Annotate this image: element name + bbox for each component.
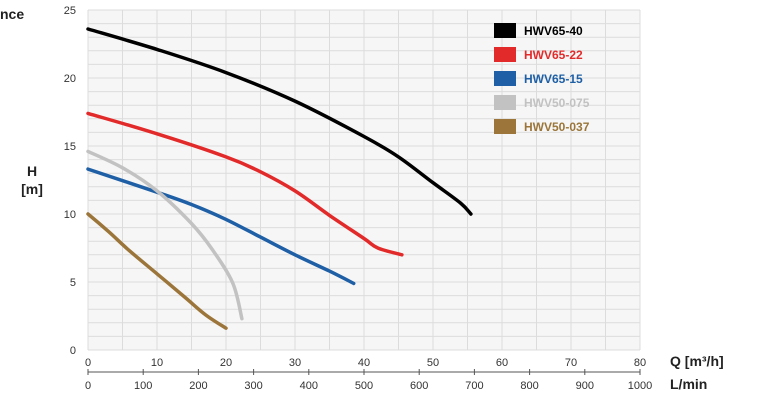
y-axis-label: H	[27, 163, 37, 179]
x2-tick-label: 200	[189, 380, 207, 392]
legend-label-hwv65-15: HWV65-15	[524, 72, 583, 86]
series-line-hwv50-075	[86, 149, 244, 321]
legend-label-hwv50-075: HWV50-075	[524, 96, 590, 110]
x2-tick-label: 700	[465, 380, 483, 392]
x2-tick-label: 600	[410, 380, 428, 392]
x2-tick-label: 1000	[628, 380, 652, 392]
legend-label-hwv65-40: HWV65-40	[524, 24, 583, 38]
x2-tick-label: 500	[355, 380, 373, 392]
y-tick-label: 25	[64, 5, 76, 17]
legend-swatch-hwv65-40	[494, 23, 516, 38]
series-line-hwv50-037	[86, 212, 228, 330]
legend: HWV65-40 HWV65-22 HWV65-15 HWV50-075 HWV50-0…	[494, 23, 590, 134]
legend-swatch-hwv65-22	[494, 47, 516, 62]
legend-swatch-hwv50-075	[494, 95, 516, 110]
y-tick-label: 15	[64, 141, 76, 153]
x-tick-label: 50	[427, 357, 439, 369]
legend-label-hwv50-037: HWV50-037	[524, 120, 590, 134]
series-group	[86, 27, 473, 330]
series-line-hwv65-40	[86, 27, 473, 216]
y-tick-label: 10	[64, 209, 76, 221]
legend-swatch-hwv50-037	[494, 119, 516, 134]
x2-axis	[87, 369, 641, 375]
x2-axis-ticks: 0 100 200 300 400 500 600 700 800 900 1000	[85, 380, 652, 392]
x2-tick-label: 800	[520, 380, 538, 392]
x2-tick-label: 100	[134, 380, 152, 392]
x-tick-label: 70	[565, 357, 577, 369]
x-tick-label: 40	[358, 357, 370, 369]
x2-tick-label: 900	[576, 380, 594, 392]
x2-tick-label: 0	[85, 380, 91, 392]
x-tick-label: 20	[220, 357, 232, 369]
x-axis-ticks: 0 10 20 30 40 50 60 70 80	[85, 357, 646, 369]
x-tick-label: 10	[151, 357, 163, 369]
legend-swatch-hwv65-15	[494, 71, 516, 86]
legend-label-hwv65-22: HWV65-22	[524, 48, 583, 62]
x-axis-label: Q [m³/h]	[670, 353, 724, 369]
x-tick-label: 0	[85, 357, 91, 369]
y-tick-label: 5	[70, 277, 76, 289]
y-axis-ticks: 0 5 10 15 20 25	[64, 5, 76, 357]
x-tick-label: 60	[496, 357, 508, 369]
x-tick-label: 30	[289, 357, 301, 369]
chart-title: nce	[0, 6, 24, 22]
x2-axis-label: L/min	[670, 376, 707, 392]
y-tick-label: 0	[70, 345, 76, 357]
x2-tick-label: 300	[244, 380, 262, 392]
y-axis-unit: [m]	[21, 181, 43, 197]
y-tick-label: 20	[64, 73, 76, 85]
x2-tick-label: 400	[300, 380, 318, 392]
series-line-hwv65-22	[86, 111, 404, 257]
x-tick-label: 80	[634, 357, 646, 369]
